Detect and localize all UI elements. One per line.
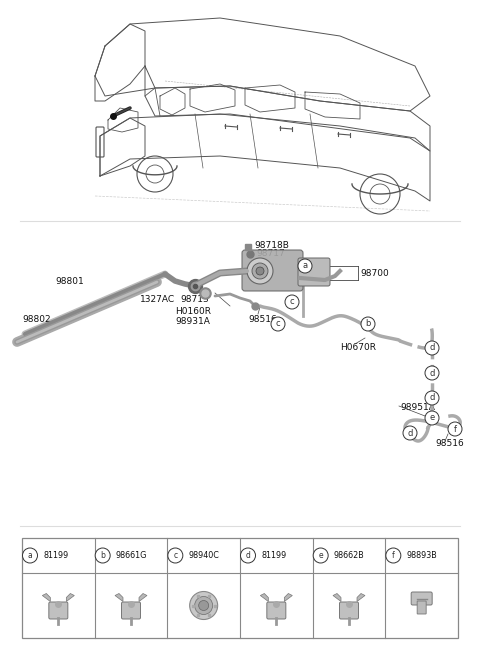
Circle shape — [425, 366, 439, 380]
Polygon shape — [260, 594, 268, 602]
Circle shape — [256, 267, 264, 275]
Circle shape — [199, 600, 209, 611]
Text: 98700: 98700 — [360, 268, 389, 277]
Circle shape — [425, 391, 439, 405]
Polygon shape — [357, 594, 365, 602]
Text: 98713: 98713 — [180, 295, 209, 304]
Text: c: c — [276, 319, 280, 329]
Text: a: a — [302, 262, 308, 270]
Text: 98893B: 98893B — [407, 551, 437, 560]
FancyBboxPatch shape — [411, 592, 432, 605]
Text: f: f — [392, 551, 395, 560]
Polygon shape — [284, 594, 292, 602]
Text: b: b — [365, 319, 371, 329]
Circle shape — [425, 411, 439, 425]
Circle shape — [195, 596, 213, 615]
Text: 98951A: 98951A — [400, 403, 435, 413]
Circle shape — [247, 258, 273, 284]
Text: H0160R: H0160R — [175, 306, 211, 316]
Text: d: d — [246, 551, 251, 560]
Circle shape — [448, 422, 462, 436]
Circle shape — [386, 548, 401, 563]
FancyBboxPatch shape — [339, 602, 359, 619]
Polygon shape — [139, 594, 147, 602]
Circle shape — [240, 548, 255, 563]
Text: e: e — [318, 551, 323, 560]
FancyBboxPatch shape — [22, 538, 458, 638]
Text: 98717: 98717 — [256, 249, 285, 258]
Text: 98802: 98802 — [22, 314, 50, 323]
Text: f: f — [454, 424, 456, 434]
Circle shape — [285, 295, 299, 309]
Text: c: c — [173, 551, 178, 560]
Polygon shape — [333, 594, 341, 602]
Polygon shape — [66, 594, 74, 602]
Polygon shape — [42, 594, 50, 602]
Circle shape — [271, 317, 285, 331]
Circle shape — [168, 548, 183, 563]
Circle shape — [425, 341, 439, 355]
Circle shape — [190, 592, 217, 619]
Text: 98940C: 98940C — [188, 551, 219, 560]
Circle shape — [252, 263, 268, 279]
Text: 98718B: 98718B — [254, 241, 289, 251]
Text: d: d — [408, 428, 413, 438]
Circle shape — [313, 548, 328, 563]
Text: c: c — [290, 298, 294, 306]
Circle shape — [361, 317, 375, 331]
Text: d: d — [429, 394, 435, 403]
Text: d: d — [429, 344, 435, 352]
FancyBboxPatch shape — [417, 601, 426, 614]
Text: 98931A: 98931A — [175, 316, 210, 325]
FancyBboxPatch shape — [298, 258, 330, 286]
Text: 98661G: 98661G — [116, 551, 147, 560]
Text: 98662B: 98662B — [334, 551, 364, 560]
Circle shape — [95, 548, 110, 563]
FancyBboxPatch shape — [121, 602, 141, 619]
FancyBboxPatch shape — [267, 602, 286, 619]
Text: 81199: 81199 — [261, 551, 286, 560]
Text: 98801: 98801 — [55, 276, 84, 285]
Circle shape — [23, 548, 37, 563]
Polygon shape — [115, 594, 123, 602]
Circle shape — [298, 259, 312, 273]
Text: H0670R: H0670R — [340, 344, 376, 352]
Text: d: d — [429, 369, 435, 377]
FancyBboxPatch shape — [49, 602, 68, 619]
Text: 98516: 98516 — [435, 440, 464, 449]
Text: 81199: 81199 — [43, 551, 68, 560]
Text: b: b — [100, 551, 105, 560]
Text: a: a — [28, 551, 32, 560]
FancyBboxPatch shape — [242, 250, 303, 291]
Text: 1327AC: 1327AC — [140, 295, 175, 304]
Text: e: e — [430, 413, 434, 422]
Circle shape — [403, 426, 417, 440]
Text: 98516: 98516 — [248, 314, 277, 323]
